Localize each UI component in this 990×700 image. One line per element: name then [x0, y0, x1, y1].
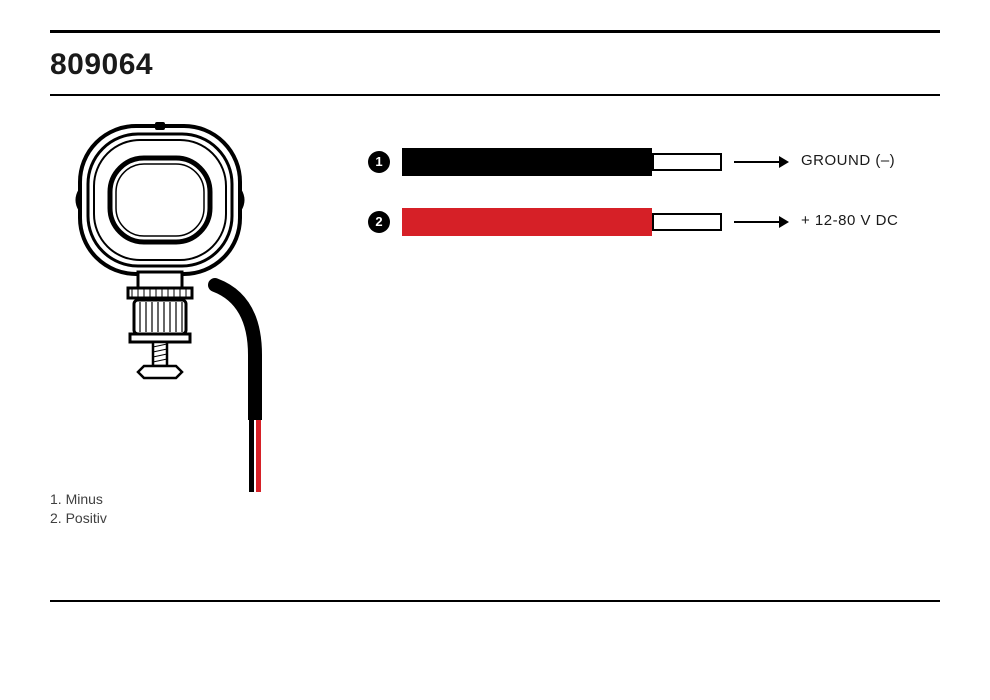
rule-under-title [50, 94, 940, 96]
lamp-drawing [60, 120, 320, 500]
wire-insulation [402, 208, 652, 236]
wire-insulation [402, 148, 652, 176]
legend-item-n: 1 [50, 491, 58, 507]
lamp-svg [60, 120, 320, 500]
rule-bottom [50, 600, 940, 602]
page: 809064 [0, 0, 990, 700]
wire-label: + 12-80 V DC [801, 212, 898, 229]
legend-item-txt: Positiv [66, 510, 107, 526]
wire-tip [652, 213, 722, 231]
legend-item: 1. Minus [50, 490, 107, 509]
arrow-icon [734, 208, 789, 236]
wire-badge: 1 [368, 151, 390, 173]
legend-item: 2. Positiv [50, 509, 107, 528]
arrow-icon [734, 148, 789, 176]
wire-label: GROUND (–) [801, 152, 895, 169]
wire-badge: 2 [368, 211, 390, 233]
rule-top [50, 30, 940, 33]
legend: 1. Minus 2. Positiv [50, 490, 107, 528]
product-code-title: 809064 [50, 48, 153, 82]
wire-tip [652, 153, 722, 171]
legend-item-n: 2 [50, 510, 58, 526]
legend-item-txt: Minus [66, 491, 103, 507]
